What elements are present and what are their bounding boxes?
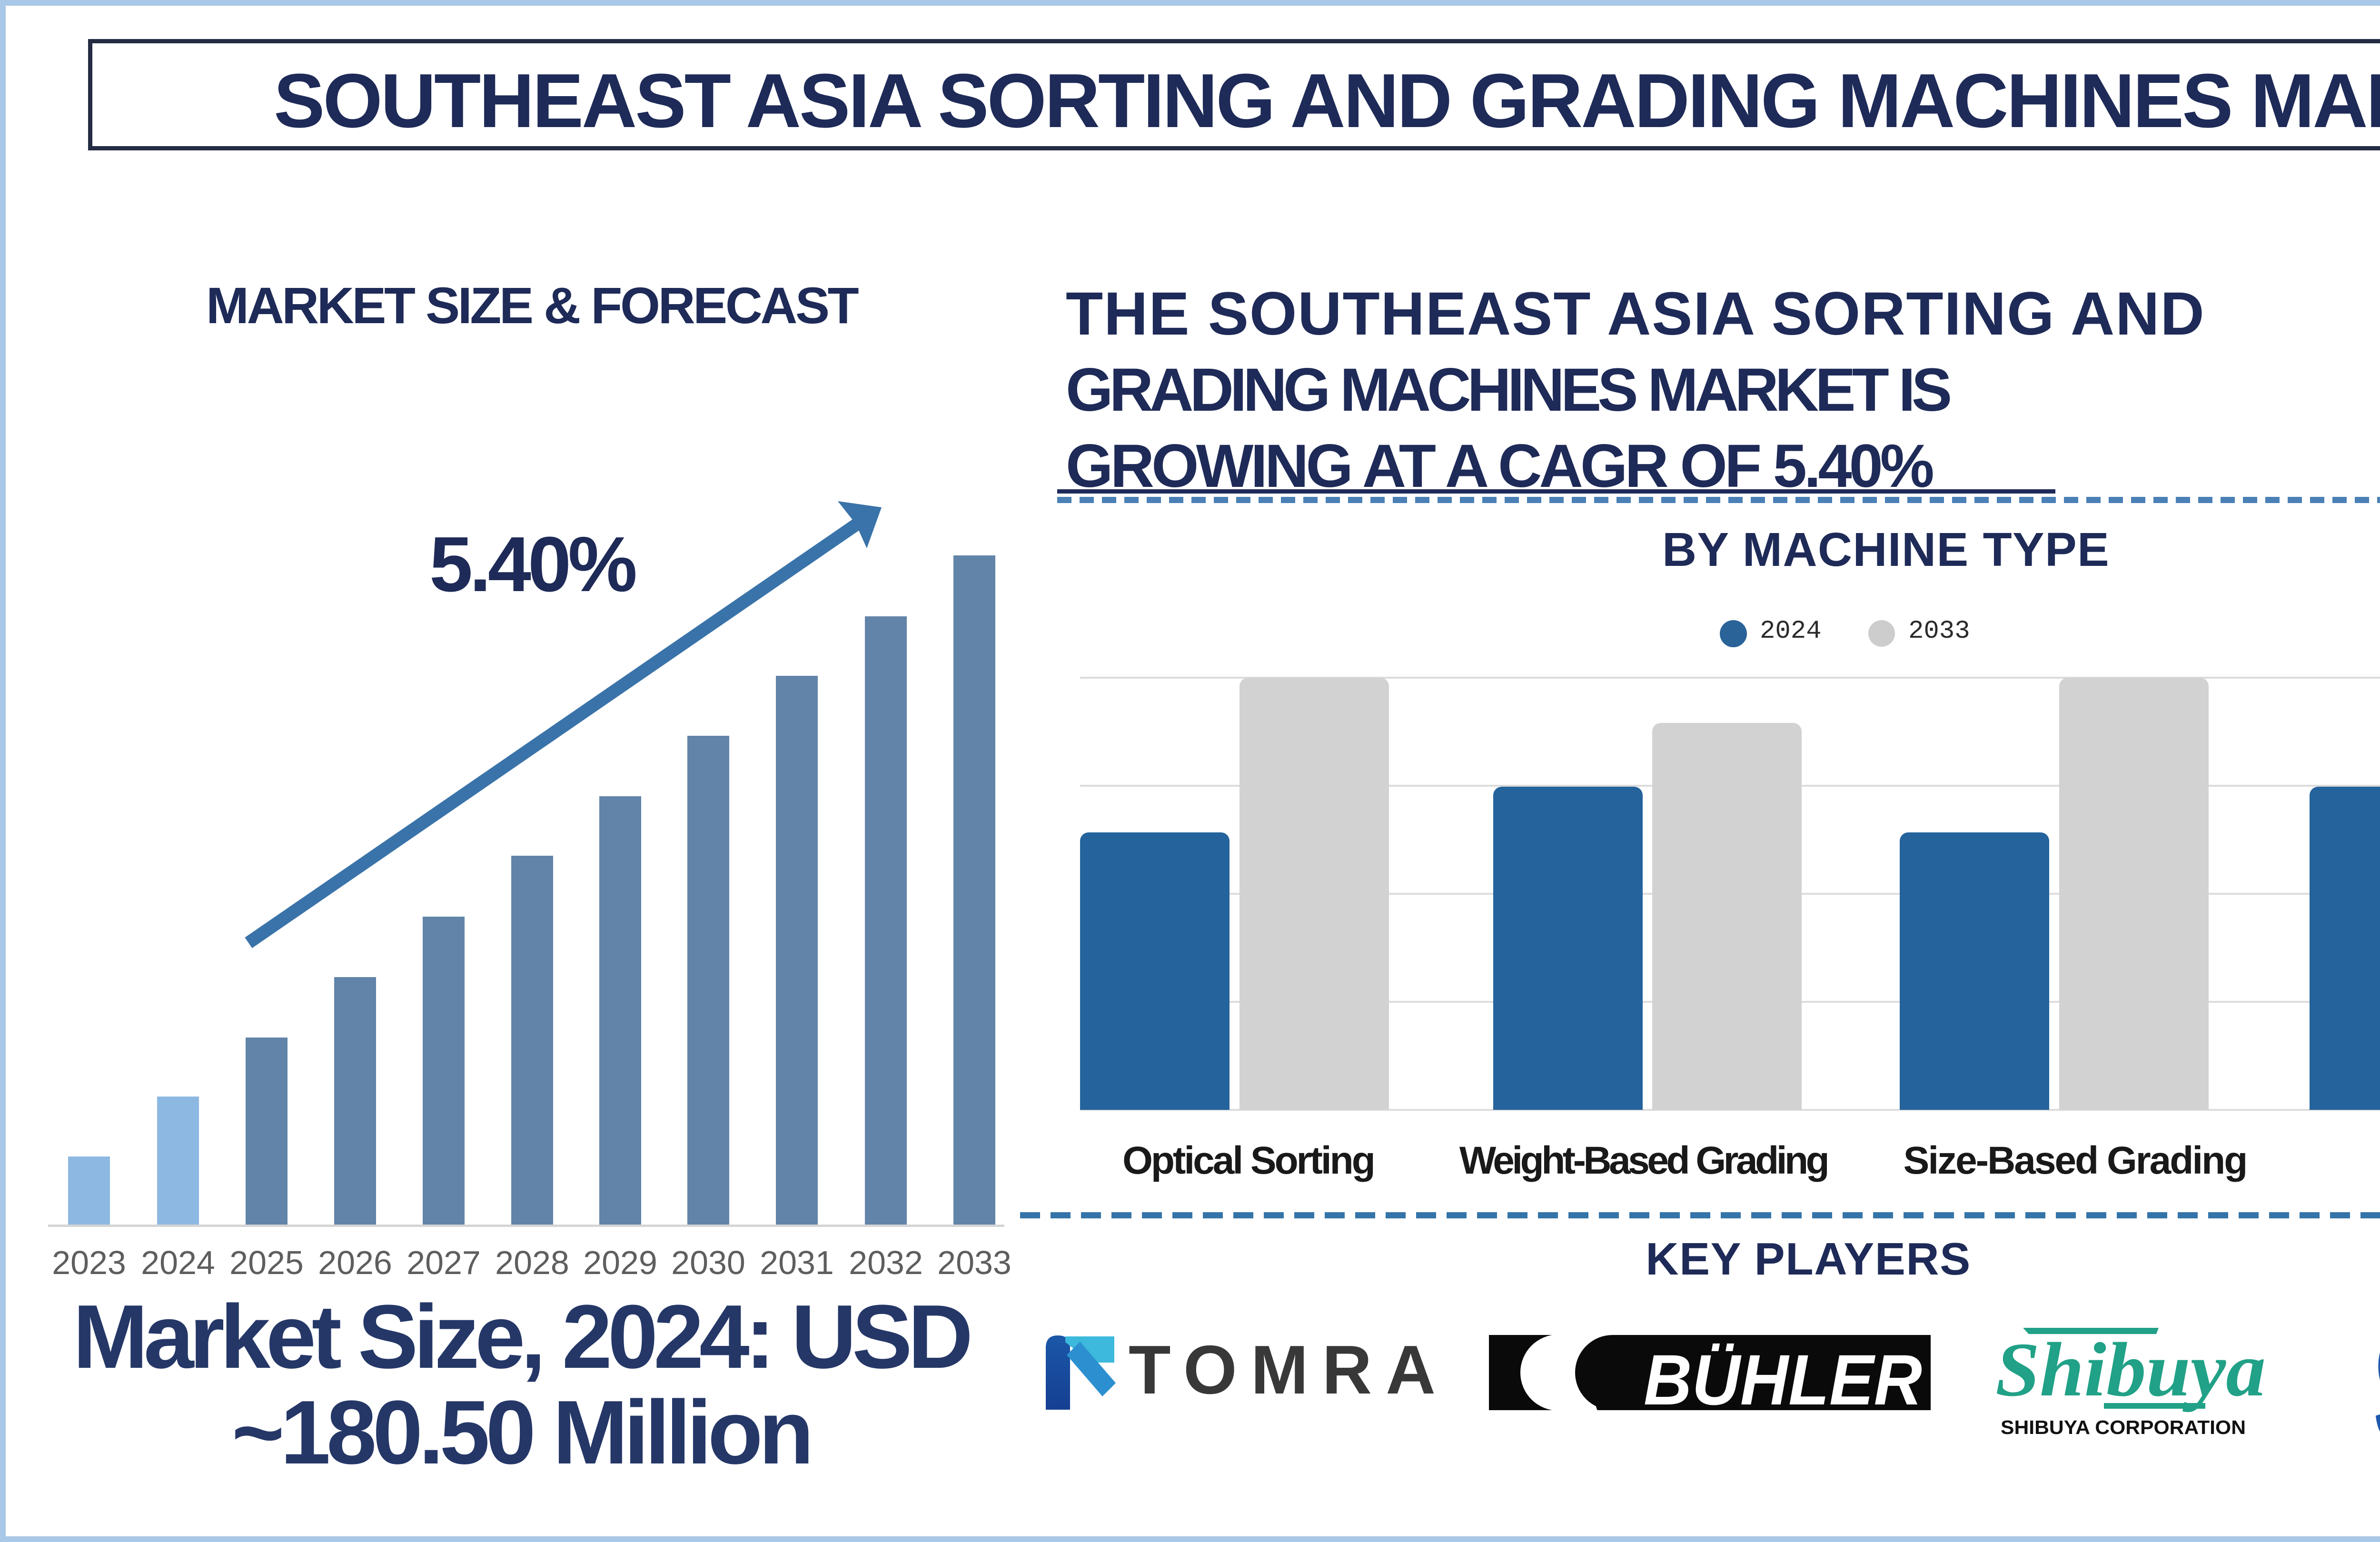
svg-text:SATAKE: SATAKE: [2373, 1305, 2380, 1475]
svg-text:BÜHLER: BÜHLER: [1644, 1340, 1922, 1410]
svg-text:Shibuya: Shibuya: [1995, 1327, 2266, 1413]
svg-text:SHIBUYA CORPORATION: SHIBUYA CORPORATION: [2001, 1416, 2246, 1438]
